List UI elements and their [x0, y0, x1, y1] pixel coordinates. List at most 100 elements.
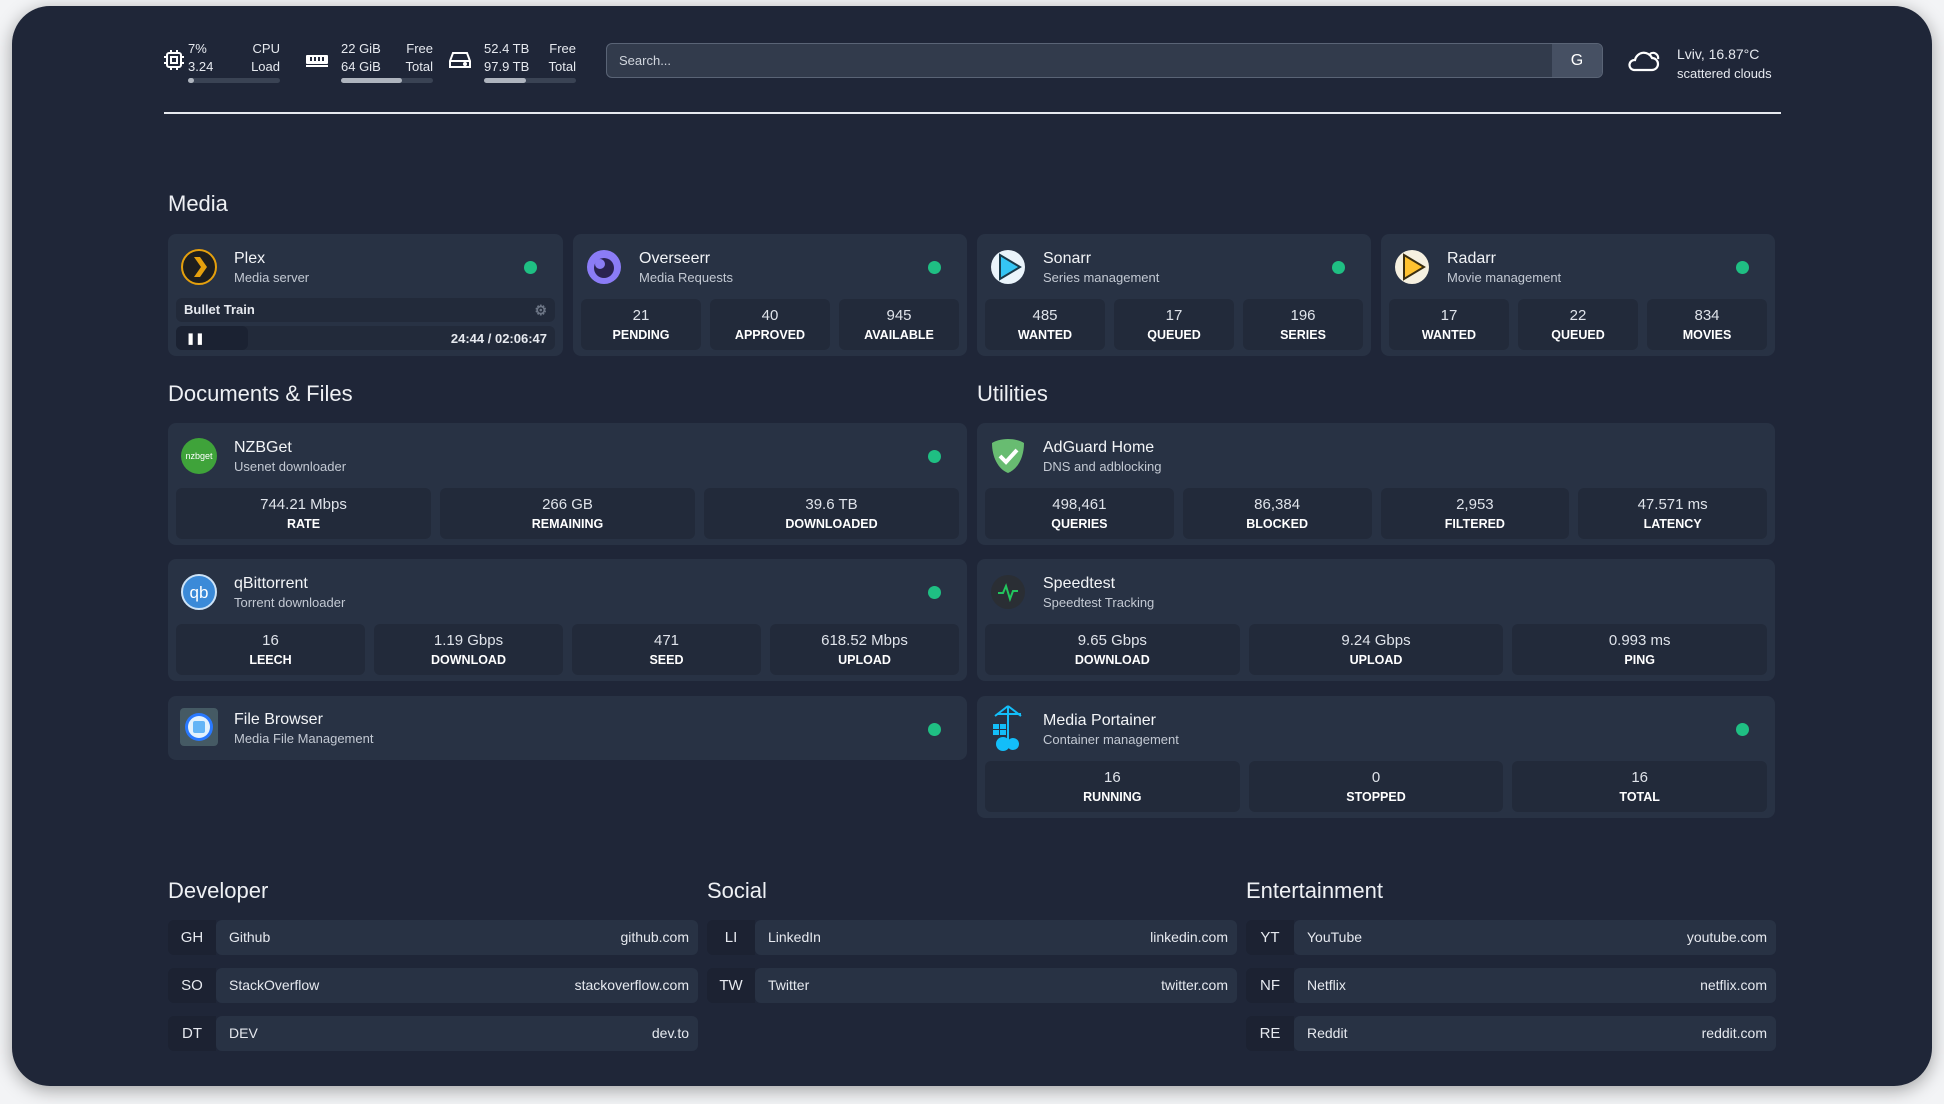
- bookmark-link[interactable]: DEV dev.to: [216, 1016, 698, 1051]
- bookmark-url: linkedin.com: [1150, 929, 1228, 945]
- stat-rate: 744.21 Mbps RATE: [176, 488, 431, 539]
- bookmark-link[interactable]: Netflix netflix.com: [1294, 968, 1776, 1003]
- stat-value: 485: [1032, 307, 1058, 324]
- section-title-docs: Documents & Files: [168, 381, 353, 406]
- bookmark-link[interactable]: Github github.com: [216, 920, 698, 955]
- playback-progress[interactable]: ❚❚ 24:44 / 02:06:47: [176, 326, 555, 350]
- stat-value: 1.19 Gbps: [433, 632, 504, 649]
- bookmark-link[interactable]: Reddit reddit.com: [1294, 1016, 1776, 1051]
- stat-label: WANTED: [1421, 328, 1477, 342]
- total-label: Total: [405, 59, 433, 74]
- stat-value: 0.993 ms: [1608, 632, 1671, 649]
- card-speedtest[interactable]: Speedtest Speedtest Tracking 9.65 Gbps DO…: [977, 559, 1775, 681]
- service-description: DNS and adblocking: [1043, 459, 1162, 474]
- bookmark-dev[interactable]: DT DEV dev.to: [168, 1016, 698, 1051]
- stat-label: SEED: [649, 653, 684, 667]
- stats-row: 498,461 QUERIES 86,384 BLOCKED 2,953 FILTERED…: [985, 488, 1767, 539]
- search-input[interactable]: [607, 44, 1537, 77]
- bookmark-abbr: LI: [707, 920, 755, 955]
- card-plex[interactable]: Plex Media server Bullet Train ⚙ ❚❚ 24:44 …: [168, 234, 563, 356]
- service-description: Media Requests: [639, 270, 733, 285]
- bookmark-url: stackoverflow.com: [574, 977, 689, 993]
- stat-pending: 21 PENDING: [581, 299, 701, 350]
- stat-value: 16: [262, 632, 279, 649]
- stat-label: AVAILABLE: [864, 328, 934, 342]
- bookmark-link[interactable]: Twitter twitter.com: [755, 968, 1237, 1003]
- bookmark-name: DEV: [229, 1025, 258, 1041]
- bookmark-url: github.com: [620, 929, 689, 945]
- stat-value: 266 GB: [542, 496, 593, 513]
- sonarr-icon: [991, 250, 1025, 284]
- adguard-icon: [992, 439, 1024, 473]
- overseerr-icon: [587, 250, 621, 284]
- service-description: Usenet downloader: [234, 459, 347, 474]
- stat-label: STOPPED: [1346, 790, 1406, 804]
- stats-row: 16 RUNNING 0 STOPPED 16 TOTAL: [985, 761, 1768, 812]
- card-adguard[interactable]: AdGuard Home DNS and adblocking 498,461 Q…: [977, 423, 1775, 545]
- bookmark-link[interactable]: StackOverflow stackoverflow.com: [216, 968, 698, 1003]
- bookmark-reddit[interactable]: RE Reddit reddit.com: [1246, 1016, 1776, 1051]
- cpu-percent: 7%: [188, 41, 207, 56]
- bookmark-netflix[interactable]: NF Netflix netflix.com: [1246, 968, 1776, 1003]
- bookmark-abbr: YT: [1246, 920, 1294, 955]
- card-nzbget[interactable]: nzbget NZBGet Usenet downloader 744.21 M…: [168, 423, 967, 545]
- bookmark-stackoverflow[interactable]: SO StackOverflow stackoverflow.com: [168, 968, 698, 1003]
- weather-condition: scattered clouds: [1677, 66, 1772, 81]
- bookmark-abbr: TW: [707, 968, 755, 1003]
- bookmark-linkedin[interactable]: LI LinkedIn linkedin.com: [707, 920, 1237, 955]
- stat-value: 39.6 TB: [805, 496, 858, 513]
- settings-icon[interactable]: ⚙: [534, 302, 547, 318]
- service-description: Media server: [234, 270, 310, 285]
- pause-icon[interactable]: ❚❚: [186, 333, 205, 345]
- service-name: Speedtest: [1043, 575, 1116, 592]
- service-name: Media Portainer: [1043, 712, 1156, 729]
- card-portainer[interactable]: Media Portainer Container management 16 R…: [977, 696, 1775, 818]
- stat-label: PENDING: [612, 328, 670, 342]
- card-qbittorrent[interactable]: qb qBittorrent Torrent downloader 16 LEEC…: [168, 559, 967, 681]
- stat-value: 17: [1165, 307, 1183, 324]
- stat-value: 16: [1631, 769, 1649, 786]
- stat-label: RATE: [286, 517, 321, 531]
- stat-label: QUEUED: [1551, 328, 1605, 342]
- bookmark-github[interactable]: GH Github github.com: [168, 920, 698, 955]
- service-name: AdGuard Home: [1043, 439, 1155, 456]
- card-overseerr[interactable]: Overseerr Media Requests 21 PENDING 40 APPR…: [573, 234, 967, 356]
- divider: [164, 112, 1781, 114]
- bookmark-name: LinkedIn: [768, 929, 821, 945]
- google-search-button[interactable]: G: [1552, 44, 1602, 77]
- service-description: Torrent downloader: [234, 595, 346, 610]
- cpu-label: CPU: [252, 41, 280, 56]
- stat-value: 0: [1371, 769, 1381, 786]
- stat-value: 21: [632, 307, 650, 324]
- stat-queued: 22 QUEUED: [1518, 299, 1638, 350]
- stat-label: TOTAL: [1619, 790, 1660, 804]
- bookmark-twitter[interactable]: TW Twitter twitter.com: [707, 968, 1237, 1003]
- card-file-browser[interactable]: File Browser Media File Management: [168, 696, 967, 760]
- stat-blocked: 86,384 BLOCKED: [1182, 488, 1372, 539]
- bookmark-youtube[interactable]: YT YouTube youtube.com: [1246, 920, 1776, 955]
- free-label: Free: [406, 41, 433, 56]
- stat-value: 834: [1694, 307, 1720, 324]
- stat-wanted: 17 WANTED: [1389, 299, 1509, 350]
- stat-label: LEECH: [249, 653, 292, 667]
- bookmark-link[interactable]: LinkedIn linkedin.com: [755, 920, 1237, 955]
- service-name: qBittorrent: [234, 575, 308, 592]
- card-sonarr[interactable]: Sonarr Series management 485 WANTED 17 QUEU…: [977, 234, 1371, 356]
- service-name: NZBGet: [234, 439, 292, 456]
- cpu-bar: [188, 78, 280, 83]
- stats-row: 9.65 Gbps DOWNLOAD 9.24 Gbps UPLOAD 0.993 ms…: [985, 624, 1768, 675]
- stat-value: 16: [1103, 769, 1121, 786]
- stat-wanted: 485 WANTED: [985, 299, 1105, 350]
- section-title-entertainment: Entertainment: [1246, 878, 1383, 903]
- bookmark-name: Netflix: [1307, 977, 1346, 993]
- bookmark-link[interactable]: YouTube youtube.com: [1294, 920, 1776, 955]
- stat-label: REMAINING: [531, 517, 604, 531]
- stat-available: 945 AVAILABLE: [839, 299, 959, 350]
- stat-value: 9.24 Gbps: [1341, 632, 1411, 649]
- stat-label: FILTERED: [1444, 517, 1505, 531]
- stat-value: 945: [886, 307, 912, 324]
- playback-time: 24:44 / 02:06:47: [450, 331, 547, 346]
- stat-queued: 17 QUEUED: [1114, 299, 1234, 350]
- memory-bar: [341, 78, 433, 83]
- card-radarr[interactable]: Radarr Movie management 17 WANTED 22 QUEUED…: [1381, 234, 1775, 356]
